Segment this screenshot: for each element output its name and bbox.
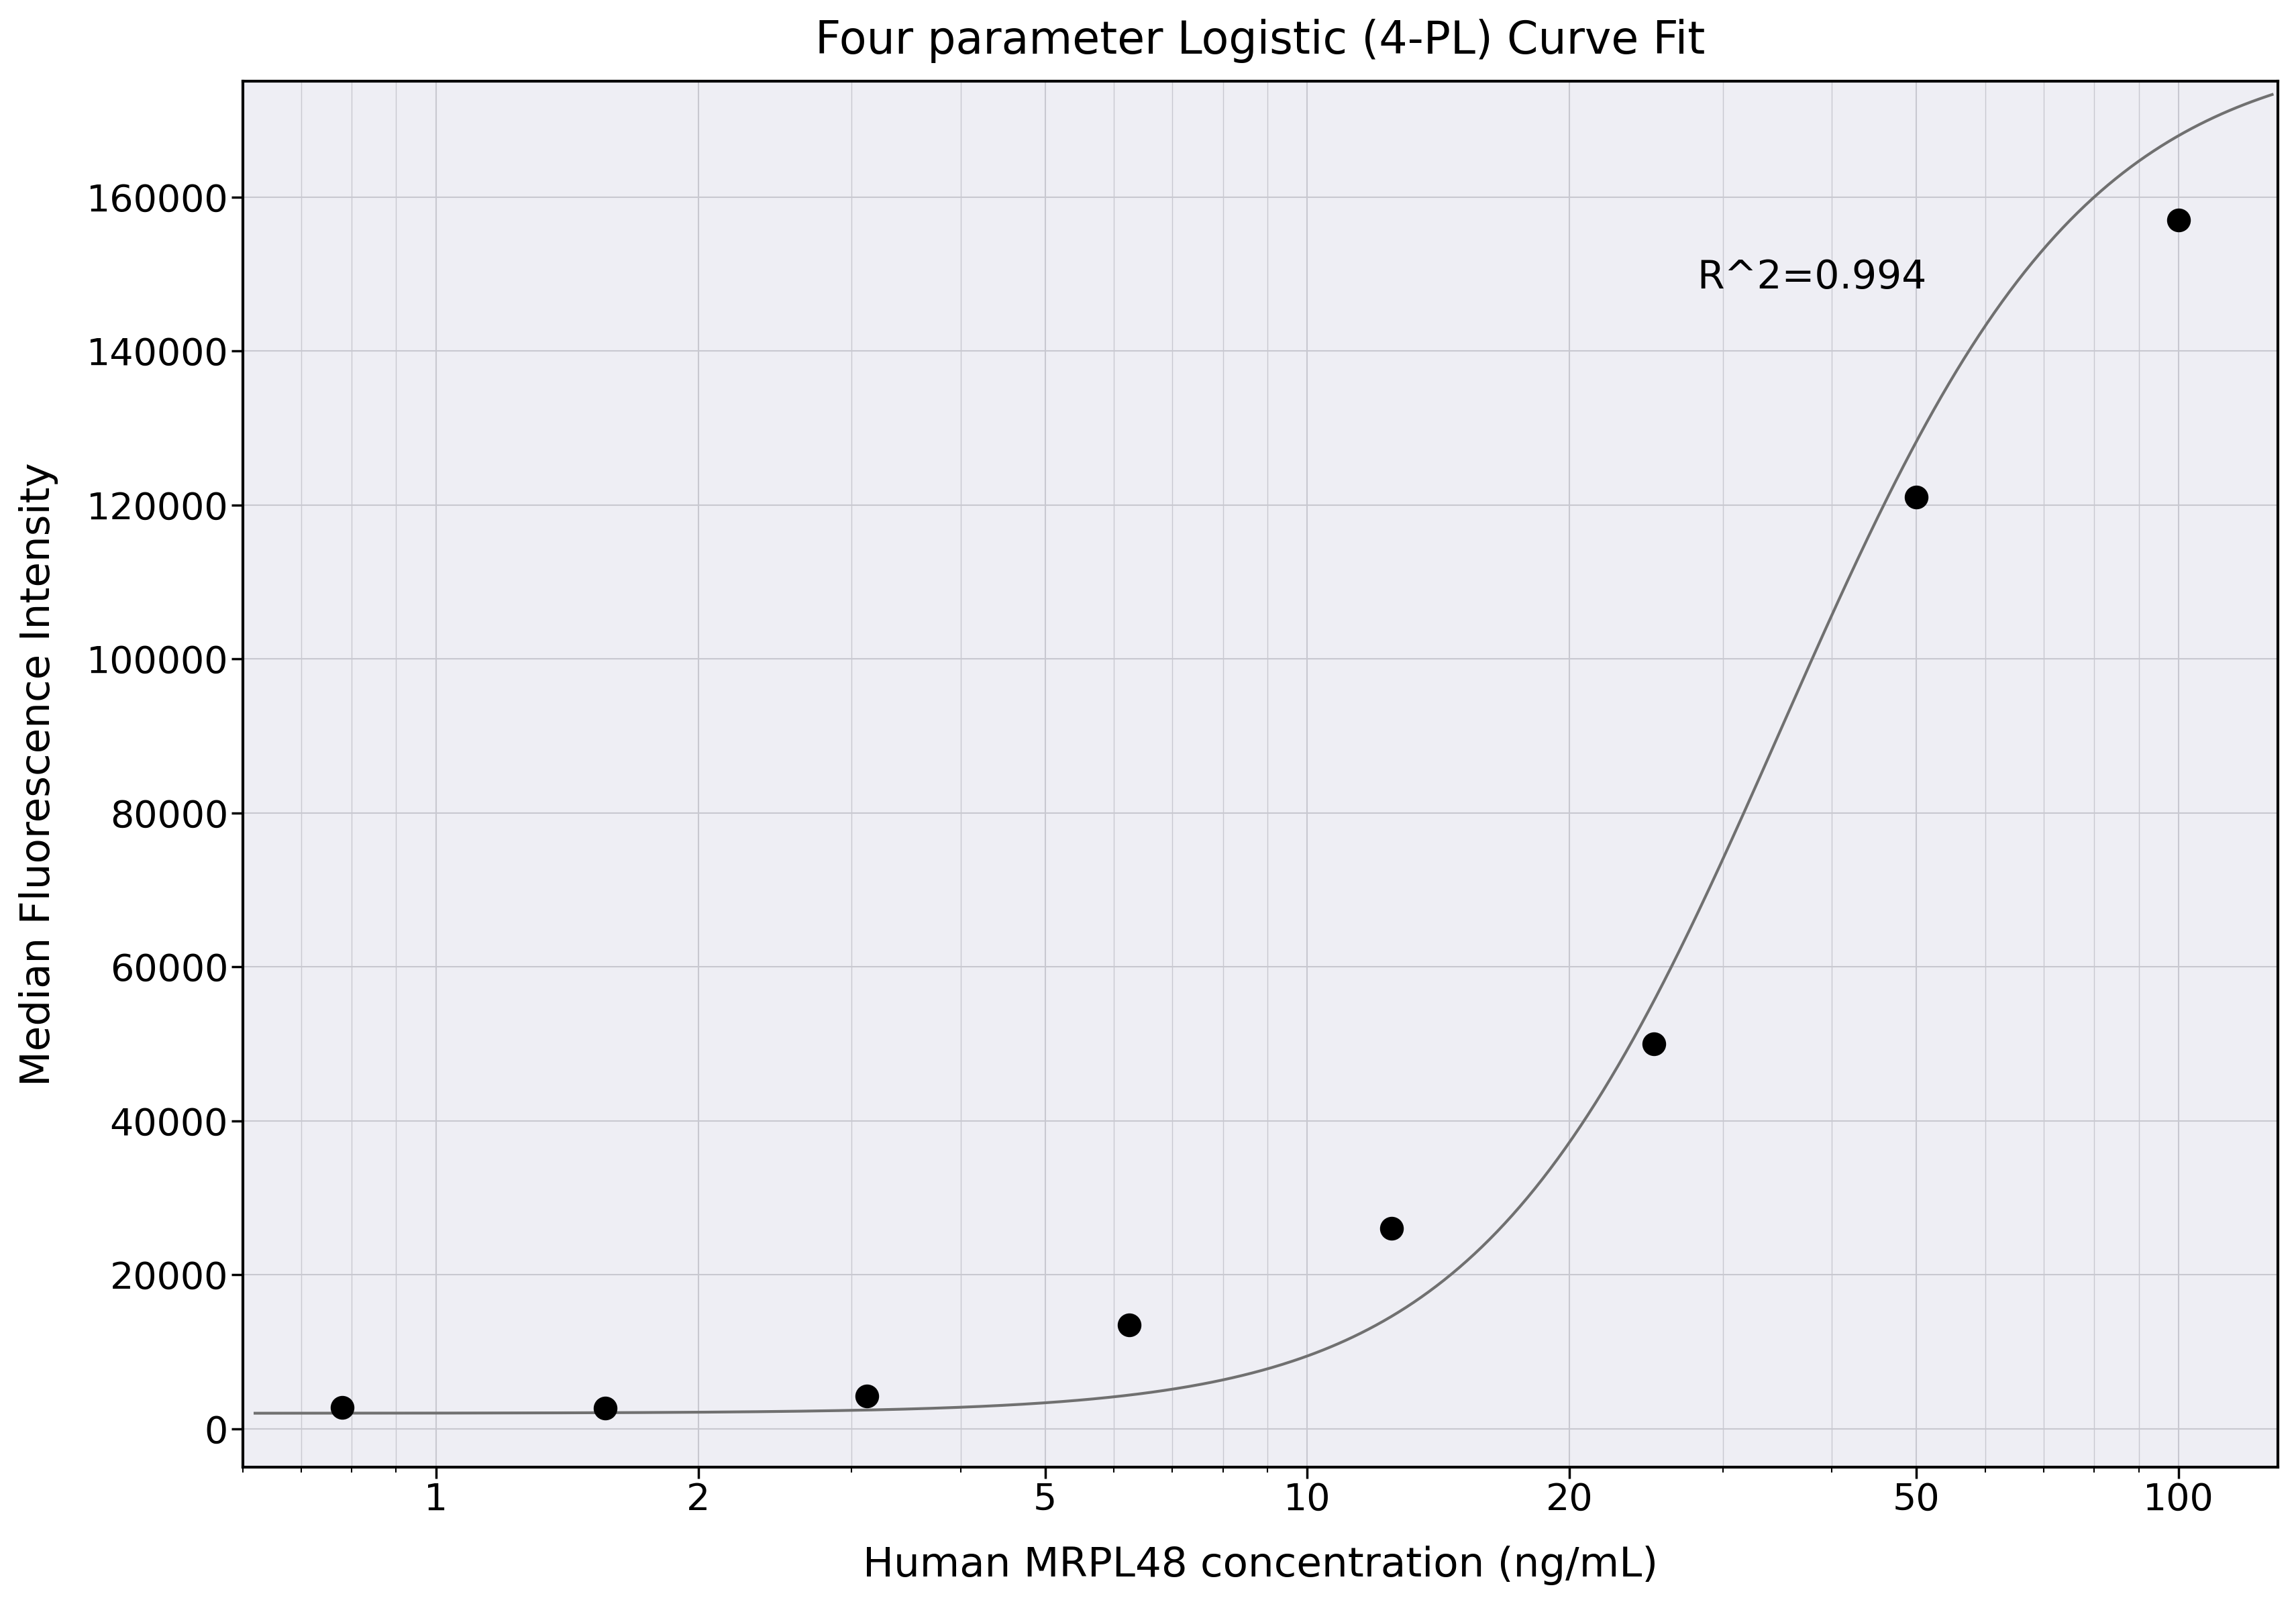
X-axis label: Human MRPL48 concentration (ng/mL): Human MRPL48 concentration (ng/mL) (863, 1546, 1658, 1585)
Point (324, 1394, 360, 1420)
Title: Four parameter Logistic (4-PL) Curve Fit: Four parameter Logistic (4-PL) Curve Fit (815, 19, 1706, 63)
Text: R^2=0.994: R^2=0.994 (1697, 258, 1926, 297)
Y-axis label: Median Fluorescence Intensity: Median Fluorescence Intensity (18, 462, 57, 1086)
Point (2161, 207, 2197, 233)
Point (1896, 484, 1933, 510)
Point (585, 1395, 622, 1421)
Point (850, 1384, 886, 1410)
Point (1635, 1031, 1671, 1057)
Point (1373, 1216, 1410, 1241)
Point (1111, 1312, 1148, 1338)
